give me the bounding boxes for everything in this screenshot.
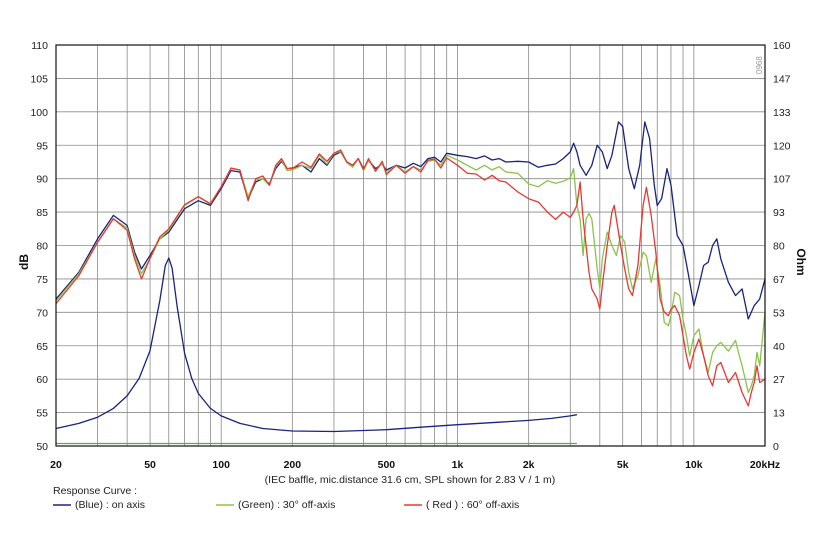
y2-tick-label: 147 [773, 73, 791, 85]
y2-tick-label: 67 [773, 274, 785, 286]
y2-axis-ticks: 0 13 27 40 53 67 80 93 107 120 133 147 160 [773, 40, 791, 453]
y-tick-label: 50 [36, 441, 48, 453]
y-tick-label: 110 [31, 40, 48, 52]
y2-axis-label: Ohm [794, 248, 808, 275]
y-tick-label: 55 [36, 408, 48, 420]
plot-frame [55, 44, 766, 447]
y2-tick-label: 40 [773, 341, 785, 353]
legend-entry-red: ( Red ) : 60° off-axis [426, 499, 519, 511]
y-tick-label: 90 [36, 174, 48, 186]
y2-tick-label: 53 [773, 307, 785, 319]
y2-tick-label: 93 [773, 207, 785, 219]
x-tick-label: 100 [212, 459, 230, 471]
y2-tick-label: 160 [773, 40, 791, 52]
watermark: 0968 [755, 56, 764, 74]
y-tick-label: 105 [30, 73, 48, 85]
legend-entry-blue: (Blue) : on axis [75, 499, 145, 511]
y2-tick-label: 27 [773, 374, 785, 386]
y-tick-label: 60 [36, 374, 48, 386]
y-tick-label: 100 [30, 107, 48, 119]
x-tick-label: 200 [284, 459, 302, 471]
x-tick-label: 20 [50, 459, 62, 471]
chart-grid [56, 45, 765, 446]
x-tick-label: 1k [452, 459, 464, 471]
x-tick-label: 5k [617, 459, 629, 471]
y2-tick-label: 0 [773, 441, 779, 453]
y-tick-label: 95 [36, 140, 48, 152]
impedance-curve-line [55, 257, 578, 433]
y-tick-label: 80 [36, 241, 48, 253]
x-tick-label: 50 [144, 459, 156, 471]
series-60deg-line [55, 149, 766, 407]
y2-tick-label: 133 [773, 107, 791, 119]
x-axis-ticks: 20 50 100 200 500 1k 2k 5k 10k 20kHz [50, 459, 780, 471]
chart-series [55, 121, 766, 445]
y-tick-label: 75 [36, 274, 48, 286]
y2-tick-label: 13 [773, 408, 785, 420]
y2-tick-label: 107 [773, 174, 791, 186]
y-tick-label: 65 [36, 341, 48, 353]
y2-tick-label: 80 [773, 241, 785, 253]
y2-tick-label: 120 [773, 140, 791, 152]
legend-title: Response Curve : [53, 485, 137, 497]
y-axis-label: dB [17, 254, 31, 270]
y-tick-label: 85 [36, 207, 48, 219]
series-30deg-line [55, 150, 766, 394]
x-tick-label: 500 [378, 459, 396, 471]
y-axis-ticks: 50 55 60 65 70 75 80 85 90 95 100 105 110 [30, 40, 48, 453]
legend-entry-green: (Green) : 30° off-axis [238, 499, 335, 511]
x-tick-label: 20kHz [750, 459, 780, 471]
measurement-note: (IEC baffle, mic.distance 31.6 cm, SPL s… [265, 474, 556, 486]
y-tick-label: 70 [36, 307, 48, 319]
x-tick-label: 2k [523, 459, 535, 471]
legend: Response Curve : (Blue) : on axis (Green… [53, 485, 519, 511]
x-tick-label: 10k [685, 459, 703, 471]
